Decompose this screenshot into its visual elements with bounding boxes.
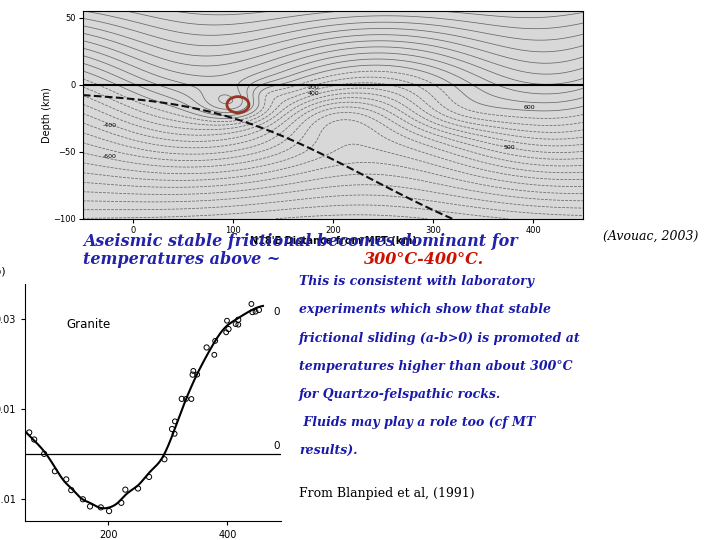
Text: 0: 0 bbox=[274, 441, 280, 451]
Text: Aseismic stable frictional becomes dominant for: Aseismic stable frictional becomes domin… bbox=[83, 233, 518, 250]
Point bbox=[132, 484, 144, 493]
Text: -600: -600 bbox=[103, 154, 117, 159]
Point bbox=[186, 395, 197, 403]
Text: temperatures above ~: temperatures above ~ bbox=[83, 251, 286, 268]
Point bbox=[60, 475, 72, 484]
Text: 200: 200 bbox=[308, 85, 320, 90]
Text: (Avouac, 2003): (Avouac, 2003) bbox=[603, 230, 698, 242]
Point bbox=[250, 307, 261, 316]
Point bbox=[253, 306, 265, 314]
Point bbox=[210, 336, 221, 345]
Point bbox=[222, 325, 234, 333]
Y-axis label: Depth (km): Depth (km) bbox=[42, 87, 52, 143]
Point bbox=[95, 503, 107, 512]
Point bbox=[120, 485, 131, 494]
Point bbox=[103, 507, 114, 515]
Text: 600: 600 bbox=[523, 105, 535, 110]
Text: (a-b): (a-b) bbox=[0, 266, 6, 276]
Text: Fluids may play a role too (cf MT: Fluids may play a role too (cf MT bbox=[299, 416, 535, 429]
Point bbox=[28, 435, 40, 444]
Point bbox=[169, 417, 181, 426]
Text: -400: -400 bbox=[103, 124, 117, 129]
Point bbox=[66, 486, 77, 495]
Point bbox=[176, 395, 187, 403]
Point bbox=[180, 395, 192, 403]
Text: experiments which show that stable: experiments which show that stable bbox=[299, 303, 551, 316]
Point bbox=[38, 449, 50, 458]
Point bbox=[187, 370, 199, 379]
Point bbox=[247, 308, 258, 316]
Text: 300°C-400°C.: 300°C-400°C. bbox=[364, 251, 485, 268]
Point bbox=[187, 367, 199, 375]
Point bbox=[84, 502, 96, 511]
Text: for Quartzo-felspathic rocks.: for Quartzo-felspathic rocks. bbox=[299, 388, 501, 401]
Point bbox=[192, 370, 203, 379]
Text: From Blanpied et al, (1991): From Blanpied et al, (1991) bbox=[299, 487, 474, 500]
Point bbox=[201, 343, 212, 352]
Point bbox=[220, 328, 232, 336]
Point bbox=[169, 429, 181, 438]
Point bbox=[221, 316, 233, 325]
Point bbox=[143, 472, 155, 481]
Text: temperatures higher than about 300°C: temperatures higher than about 300°C bbox=[299, 360, 572, 373]
Point bbox=[77, 495, 89, 504]
Text: 0: 0 bbox=[274, 307, 280, 317]
Point bbox=[233, 320, 244, 329]
Point bbox=[115, 498, 127, 507]
Point bbox=[24, 428, 35, 437]
Point bbox=[166, 425, 178, 434]
Text: Granite: Granite bbox=[67, 319, 111, 332]
Point bbox=[158, 455, 170, 464]
Point bbox=[49, 467, 60, 476]
Text: frictional sliding (a-b>0) is promoted at: frictional sliding (a-b>0) is promoted a… bbox=[299, 332, 580, 345]
Point bbox=[230, 320, 241, 328]
Text: 500: 500 bbox=[503, 145, 515, 150]
Point bbox=[233, 315, 244, 324]
Text: results).: results). bbox=[299, 444, 357, 457]
Text: This is consistent with laboratory: This is consistent with laboratory bbox=[299, 275, 534, 288]
X-axis label: N18'E Distance from MFT (km): N18'E Distance from MFT (km) bbox=[250, 236, 416, 246]
Point bbox=[209, 350, 220, 359]
Text: 400: 400 bbox=[308, 91, 320, 96]
Point bbox=[246, 300, 257, 308]
